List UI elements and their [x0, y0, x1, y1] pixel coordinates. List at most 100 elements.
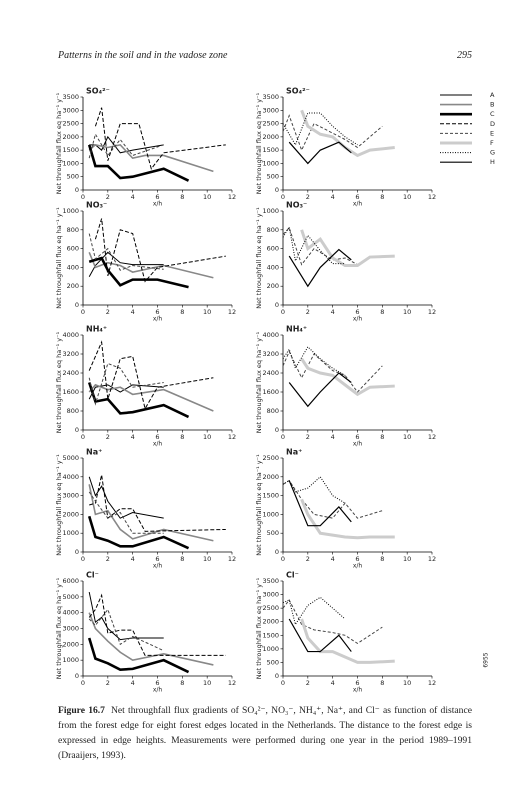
- x-axis-label: x/h: [353, 563, 363, 570]
- y-tick-label: 1500: [262, 492, 279, 500]
- x-tick-label: 8: [180, 555, 184, 563]
- x-tick-label: 6: [355, 679, 359, 687]
- x-tick-label: 6: [155, 679, 159, 687]
- series-line: [282, 112, 358, 146]
- x-tick-label: 12: [428, 679, 436, 687]
- x-tick-label: 4: [331, 193, 335, 201]
- y-tick-label: 0: [275, 426, 279, 434]
- y-tick-label: 1000: [262, 159, 279, 167]
- x-tick-label: 8: [180, 308, 184, 316]
- series-line: [88, 340, 214, 410]
- x-tick-label: 10: [403, 193, 411, 201]
- y-axis-label: Net throughfall flux eq ha⁻¹ y⁻¹: [255, 207, 263, 309]
- x-tick-label: 12: [228, 679, 236, 687]
- y-tick-label: 800: [67, 407, 79, 415]
- caption: Figure 16.7 Net throughfall flux gradient…: [58, 703, 472, 763]
- series-line: [88, 484, 214, 542]
- y-tick-label: 2400: [62, 369, 79, 377]
- series-line: [282, 114, 383, 152]
- legend-label: G: [490, 149, 495, 157]
- chart-title: SO₄²⁻: [286, 87, 310, 96]
- series-line: [88, 491, 164, 534]
- y-tick-label: 1500: [262, 631, 279, 639]
- legend-label: C: [490, 110, 495, 118]
- x-tick-label: 2: [106, 679, 110, 687]
- running-head: Patterns in the soil and in the vadose z…: [58, 50, 228, 61]
- x-tick-label: 6: [355, 308, 359, 316]
- x-tick-label: 2: [306, 679, 310, 687]
- series-line: [88, 591, 164, 641]
- x-tick-label: 2: [306, 433, 310, 441]
- y-tick-label: 1000: [262, 510, 279, 518]
- legend-label: B: [490, 101, 494, 109]
- y-tick-label: 0: [275, 186, 279, 194]
- y-tick-label: 0: [75, 301, 79, 309]
- x-tick-label: 2: [106, 308, 110, 316]
- x-tick-label: 10: [403, 308, 411, 316]
- x-tick-label: 6: [355, 433, 359, 441]
- x-axis-label: x/h: [353, 687, 363, 694]
- series-line: [88, 608, 164, 652]
- x-tick-label: 8: [380, 555, 384, 563]
- series-line: [300, 109, 395, 158]
- x-tick-label: 4: [131, 308, 135, 316]
- y-axis-label: Net throughfall flux eq ha⁻¹ y⁻¹: [55, 207, 63, 309]
- chart-title: Na⁺: [86, 448, 102, 457]
- y-tick-label: 1500: [62, 146, 79, 154]
- y-tick-label: 1000: [62, 656, 79, 664]
- x-tick-label: 12: [428, 308, 436, 316]
- y-tick-label: 400: [267, 263, 279, 271]
- y-axis-label: Net throughfall flux eq ha⁻¹ y⁻¹: [255, 454, 263, 556]
- legend-label: A: [490, 91, 495, 99]
- side-note: 6955: [483, 652, 490, 667]
- x-tick-label: 4: [131, 679, 135, 687]
- x-tick-label: 8: [380, 679, 384, 687]
- series-line: [288, 618, 352, 653]
- series-line: [88, 612, 214, 666]
- x-tick-label: 2: [306, 308, 310, 316]
- y-tick-label: 0: [275, 548, 279, 556]
- series-line: [88, 362, 164, 406]
- chart-title: NH₄⁺: [286, 325, 307, 334]
- y-tick-label: 1000: [62, 207, 79, 215]
- x-tick-label: 2: [106, 193, 110, 201]
- x-tick-label: 10: [203, 308, 211, 316]
- series-line: [87, 515, 190, 550]
- x-tick-label: 4: [131, 193, 135, 201]
- x-tick-label: 6: [155, 308, 159, 316]
- series-line: [282, 476, 346, 504]
- series-line: [87, 637, 190, 674]
- x-tick-label: 4: [131, 433, 135, 441]
- y-tick-label: 5000: [62, 454, 79, 462]
- y-tick-label: 3000: [262, 591, 279, 599]
- y-tick-label: 1000: [62, 159, 79, 167]
- series-line: [288, 248, 352, 288]
- y-tick-label: 0: [75, 672, 79, 680]
- series-line: [288, 141, 352, 165]
- y-tick-label: 0: [275, 301, 279, 309]
- x-tick-label: 0: [81, 555, 85, 563]
- x-tick-label: 4: [131, 555, 135, 563]
- x-tick-label: 0: [281, 193, 285, 201]
- y-tick-label: 1500: [262, 146, 279, 154]
- legend-label: D: [490, 120, 495, 128]
- y-tick-label: 400: [67, 263, 79, 271]
- series-line: [288, 372, 352, 408]
- x-tick-label: 2: [106, 433, 110, 441]
- y-tick-label: 1600: [262, 388, 279, 396]
- x-axis-label: x/h: [153, 441, 163, 448]
- y-axis-label: Net throughfall flux eq ha⁻¹ y⁻¹: [255, 92, 263, 194]
- y-tick-label: 1000: [262, 207, 279, 215]
- chart-title: Cl⁻: [86, 571, 99, 580]
- y-tick-label: 3000: [62, 106, 79, 114]
- page-number: 295: [457, 50, 472, 61]
- x-tick-label: 8: [380, 308, 384, 316]
- x-axis-label: x/h: [353, 201, 363, 208]
- x-tick-label: 6: [155, 555, 159, 563]
- y-tick-label: 2000: [262, 133, 279, 141]
- x-tick-label: 12: [228, 555, 236, 563]
- x-tick-label: 2: [306, 193, 310, 201]
- x-tick-label: 10: [403, 433, 411, 441]
